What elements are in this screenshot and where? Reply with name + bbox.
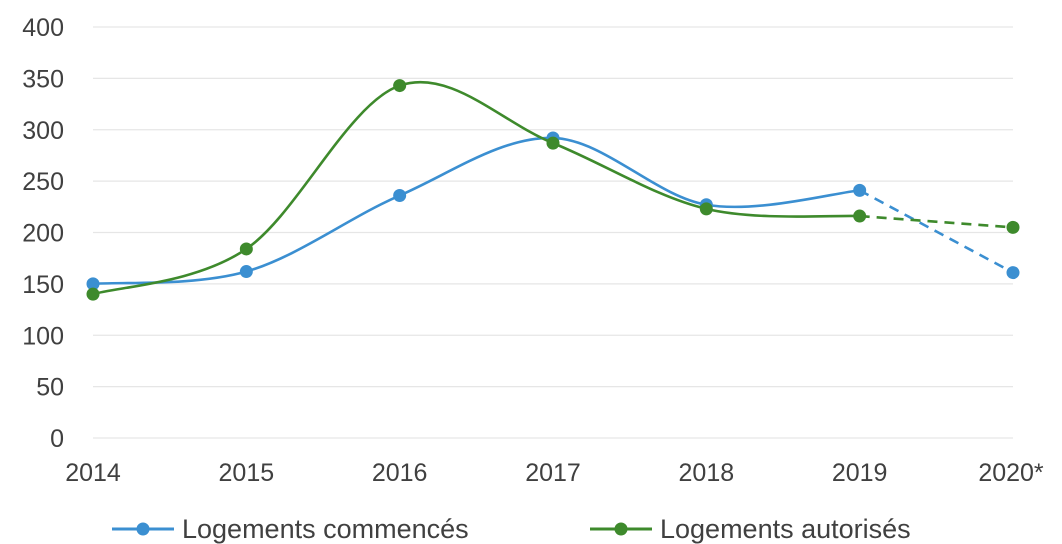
legend-label: Logements autorisés xyxy=(660,514,911,544)
x-tick-label: 2019 xyxy=(832,459,888,487)
legend-marker xyxy=(614,522,628,536)
series-point xyxy=(1006,266,1020,280)
x-tick-label: 2020* xyxy=(978,459,1044,487)
series-projection-line xyxy=(859,214,1014,229)
series-point xyxy=(699,202,713,216)
series-point xyxy=(393,189,407,203)
grid xyxy=(93,26,1013,439)
legend: Logements commencés Logements autorisés xyxy=(112,514,911,544)
y-axis: 0 50 100 150 200 250 300 350 400 xyxy=(22,14,64,453)
series-projection-line xyxy=(859,189,1014,274)
series-point xyxy=(1006,220,1020,234)
series-point xyxy=(853,209,867,223)
series-point xyxy=(853,183,867,197)
legend-label: Logements commencés xyxy=(182,514,469,544)
y-tick-label: 350 xyxy=(22,65,64,93)
y-tick-label: 200 xyxy=(22,220,64,248)
legend-marker xyxy=(136,522,150,536)
series-point xyxy=(86,287,100,301)
y-tick-label: 50 xyxy=(36,374,64,402)
y-tick-label: 400 xyxy=(22,14,64,42)
series-point xyxy=(393,79,407,93)
series-line xyxy=(92,80,860,296)
y-tick-label: 100 xyxy=(22,322,64,350)
series-point xyxy=(86,277,100,291)
y-tick-label: 250 xyxy=(22,168,64,196)
x-tick-label: 2014 xyxy=(65,459,121,487)
series-line xyxy=(92,136,860,286)
series-point xyxy=(546,136,560,150)
x-tick-label: 2017 xyxy=(525,459,581,487)
y-tick-label: 300 xyxy=(22,117,64,145)
y-tick-label: 0 xyxy=(50,425,64,453)
x-tick-label: 2016 xyxy=(372,459,428,487)
x-tick-label: 2015 xyxy=(219,459,275,487)
x-tick-label: 2018 xyxy=(679,459,735,487)
y-tick-label: 150 xyxy=(22,271,64,299)
series-point xyxy=(239,242,253,256)
x-axis: 2014 2015 2016 2017 2018 2019 2020* xyxy=(65,459,1044,487)
series-point xyxy=(239,265,253,279)
series-group xyxy=(86,79,1020,301)
